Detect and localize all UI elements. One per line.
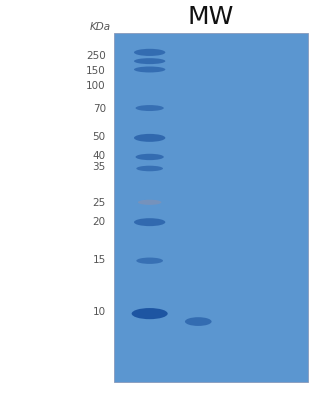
Ellipse shape [138,200,161,205]
Text: 40: 40 [93,151,106,161]
Ellipse shape [136,257,163,264]
Text: 100: 100 [86,81,106,91]
Text: 25: 25 [93,198,106,208]
Ellipse shape [134,134,165,142]
Text: 20: 20 [93,217,106,227]
Text: KDa: KDa [90,22,111,32]
Ellipse shape [134,58,165,64]
Text: 250: 250 [86,51,106,61]
Text: 15: 15 [93,255,106,265]
Ellipse shape [135,105,164,111]
Text: 70: 70 [93,104,106,114]
Ellipse shape [134,218,165,226]
Ellipse shape [134,49,165,56]
Text: 35: 35 [93,162,106,172]
Ellipse shape [135,154,164,160]
Ellipse shape [134,67,165,73]
FancyBboxPatch shape [114,32,308,382]
Ellipse shape [185,317,212,326]
Text: MW: MW [188,5,234,29]
Ellipse shape [136,166,163,171]
Text: 150: 150 [86,66,106,76]
Text: 10: 10 [93,306,106,317]
Ellipse shape [132,308,168,319]
Text: 50: 50 [93,132,106,142]
